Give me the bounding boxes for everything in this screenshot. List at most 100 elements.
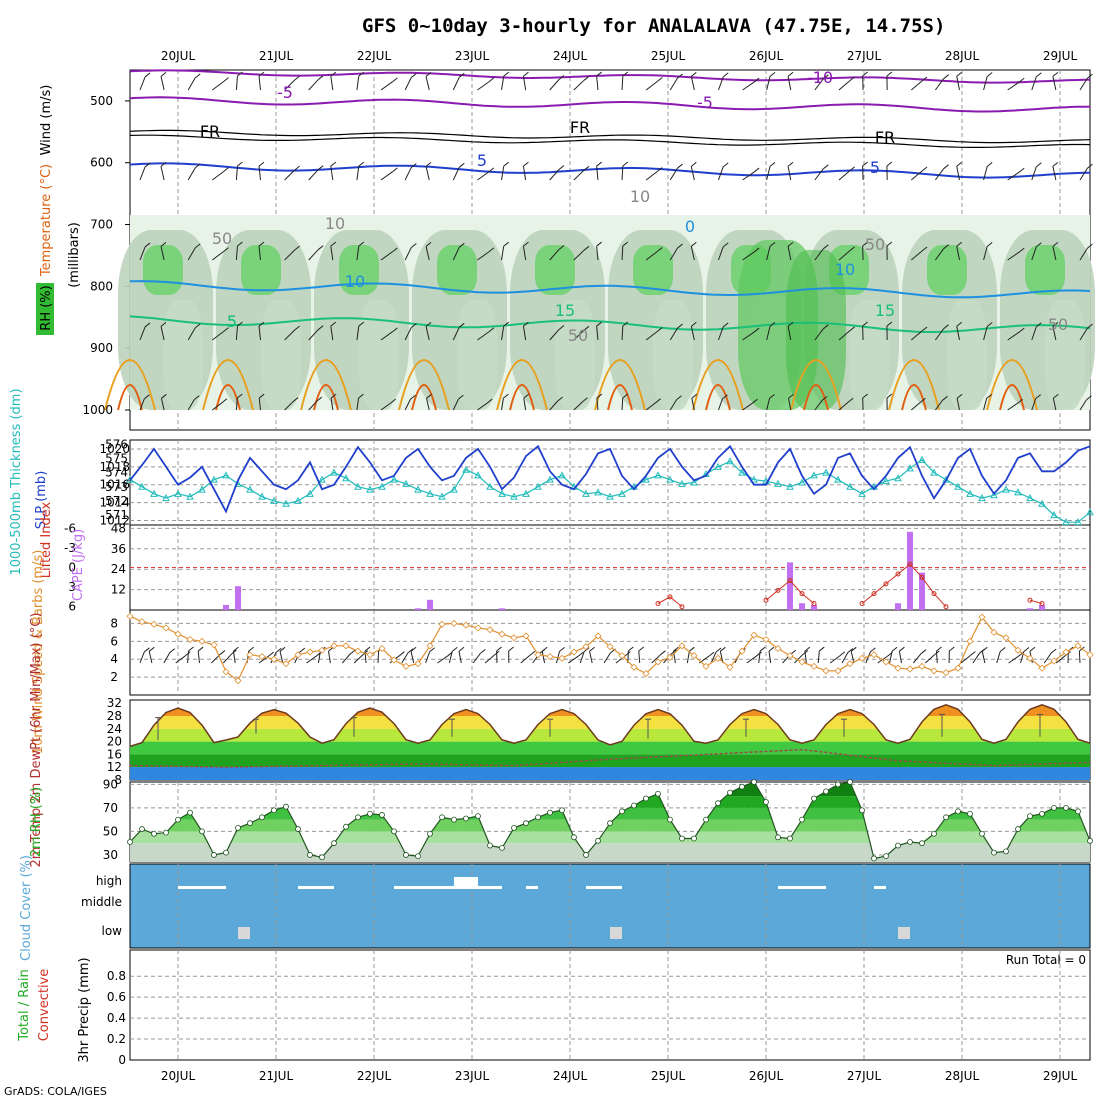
- thickness-marker: [978, 494, 986, 502]
- thickness-marker: [942, 475, 950, 483]
- rh-marker: [811, 795, 817, 802]
- thickness-marker: [438, 492, 446, 500]
- rh-marker: [955, 808, 961, 815]
- wind-speed-marker: [654, 658, 662, 666]
- dewpoint-line: [129, 748, 1091, 768]
- bottom-day-label: 28JUL: [945, 1069, 980, 1083]
- contour-label: 5: [870, 158, 880, 177]
- upper-wind-barb: [821, 396, 828, 401]
- thickness-tick-label: 573: [105, 480, 128, 494]
- upper-wind-barb: [330, 326, 334, 341]
- wind-speed-marker: [1038, 664, 1046, 672]
- upper-wind-barb: [235, 76, 238, 91]
- upper-wind-barb: [330, 166, 334, 181]
- lifted-index-marker: [811, 600, 817, 606]
- upper-wind-barb: [814, 78, 824, 91]
- upper-wind-barb: [1079, 77, 1088, 91]
- upper-wind-barb: [212, 402, 223, 411]
- wind-speed-marker: [954, 664, 962, 672]
- upper-wind-barb: [486, 398, 493, 404]
- rh-marker: [175, 816, 181, 823]
- lifted-index-marker: [871, 591, 877, 597]
- rh-marker: [379, 812, 385, 818]
- upper-wind-barb: [769, 322, 776, 327]
- surface-wind-barb: [175, 655, 186, 664]
- top-day-label: 25JUL: [651, 49, 686, 63]
- rh-marker: [511, 824, 517, 831]
- upper-wind-barb: [677, 323, 683, 329]
- temperature-contour-20: [398, 359, 450, 411]
- wind-speed-marker: [234, 677, 242, 685]
- temp2m-tick-label: 24: [107, 722, 122, 736]
- wind-speed-marker: [1002, 634, 1010, 642]
- upper-wind-barb: [503, 393, 509, 399]
- thickness-marker: [474, 471, 482, 479]
- upper-wind-barb: [558, 75, 565, 80]
- rh-shading: [163, 300, 203, 410]
- wind-speed-marker: [714, 654, 722, 662]
- upper-wind-barb: [621, 165, 624, 181]
- freezing-level-line: [129, 129, 1091, 144]
- upper-wind-barb: [1052, 76, 1057, 91]
- upper-wind-barb: [425, 246, 430, 261]
- pressure-tick-label: 600: [90, 156, 113, 170]
- upper-wind-barb: [582, 397, 588, 403]
- lifted-index-marker: [895, 571, 901, 577]
- rh-marker: [667, 816, 673, 823]
- surface-wind-barb: [746, 655, 757, 664]
- rh-marker: [991, 849, 997, 856]
- surface-wind-barb: [981, 646, 988, 652]
- upper-wind-barb: [237, 71, 243, 77]
- surface-wind-barb: [850, 646, 857, 652]
- cloud-level-label: high: [96, 874, 122, 888]
- upper-wind-barb: [910, 170, 923, 181]
- run-total-label: Run Total = 0: [1006, 953, 1086, 967]
- wind-speed-marker: [342, 642, 350, 650]
- wind-speed-marker: [426, 642, 434, 650]
- upper-wind-barb: [942, 395, 948, 401]
- surface-wind-barb: [169, 648, 176, 654]
- rh-band: [130, 782, 1090, 797]
- thickness-marker: [1026, 494, 1034, 502]
- upper-wind-barb: [583, 325, 590, 331]
- rh-marker: [751, 779, 757, 785]
- surface-wind-barb: [279, 651, 284, 664]
- lifted-index-marker: [919, 574, 925, 580]
- upper-wind-barb: [426, 398, 430, 411]
- temp2m-tick-label: 20: [107, 735, 122, 749]
- upper-wind-barb: [691, 393, 698, 399]
- surface-wind-barb: [541, 646, 548, 652]
- thickness-marker: [666, 475, 674, 483]
- surface-wind-barb: [472, 653, 481, 664]
- wind-speed-marker: [702, 662, 710, 670]
- upper-wind-barb: [139, 76, 146, 91]
- rh-shading: [143, 245, 183, 295]
- cloud-segment: [454, 877, 478, 889]
- wind10-tick-label: 4: [110, 652, 118, 666]
- upper-wind-barb: [656, 77, 663, 82]
- upper-wind-barb: [1052, 321, 1059, 327]
- wind-speed-marker: [798, 658, 806, 666]
- thickness-marker: [1014, 488, 1022, 496]
- upper-wind-barb: [622, 321, 629, 327]
- rh-marker: [1027, 813, 1033, 820]
- temperature-contour-20: [104, 359, 156, 411]
- upper-wind-barb: [425, 161, 432, 167]
- upper-wind-barb: [458, 242, 465, 248]
- upper-wind-barb: [425, 76, 430, 91]
- upper-wind-barb: [411, 243, 417, 248]
- upper-wind-barb: [356, 326, 360, 341]
- upper-wind-barb: [769, 393, 775, 399]
- upper-wind-barb: [294, 165, 300, 171]
- wind-speed-marker: [906, 665, 914, 673]
- upper-wind-barb: [488, 167, 495, 173]
- upper-wind-barb: [596, 246, 599, 261]
- precip-tick-label: 0.4: [107, 1011, 126, 1025]
- upper-wind-barb: [921, 76, 928, 82]
- upper-wind-barb: [356, 166, 360, 181]
- upper-wind-barb: [1031, 246, 1037, 261]
- upper-wind-barb: [573, 79, 585, 91]
- upper-wind-barb: [501, 326, 505, 341]
- temperature-contour-5: [129, 162, 1091, 179]
- upper-wind-barb: [452, 398, 459, 411]
